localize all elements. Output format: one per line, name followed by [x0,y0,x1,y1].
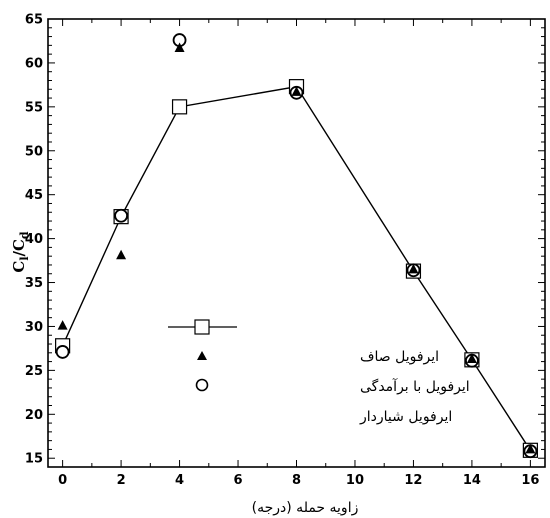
legend-circle-sample [195,378,209,392]
x-axis-title: زاویه حمله (درجه) [252,500,359,516]
y-axis-title: Cl/Cd [10,231,31,273]
x-tick-label: 2 [117,473,126,488]
y-tick-label: 30 [25,320,43,335]
y-tick-label: 65 [25,13,43,28]
legend-square-sample [194,319,210,335]
x-tick-label: 8 [292,473,301,488]
legend-label-3: ایرفویل شیاردار [359,409,452,425]
y-tick-label: 40 [25,232,43,247]
x-tick-label: 10 [346,473,364,488]
y-tick-label: 25 [25,364,43,379]
series-square-point [171,99,188,115]
y-tick-label: 55 [25,100,43,115]
series-triangle-point [174,42,185,52]
y-tick-label: 15 [25,452,43,467]
y-axis-title-slash: /C [10,239,28,256]
y-axis-title-d: d [18,231,31,239]
series-triangle-point [57,320,68,330]
x-tick-label: 0 [58,473,67,488]
series-triangle-point [408,263,419,274]
series-triangle-point [291,86,302,96]
plot-frame [47,18,546,468]
series-triangle-point [525,443,536,454]
x-tick-label: 6 [234,473,243,488]
series-triangle-point [116,249,127,260]
legend-triangle-sample [197,351,207,360]
y-tick-label: 35 [25,276,43,291]
series-circle-point [114,208,128,223]
series-triangle-point [466,353,477,363]
y-tick-label: 50 [25,144,43,159]
x-tick-label: 14 [463,473,481,488]
legend: ایرفویل صاف ایرفویل با برآمدگی ایرفویل ش… [168,319,470,425]
x-tick-label: 4 [175,473,184,488]
x-tick-label: 16 [521,473,539,488]
series-line-smooth [61,85,531,451]
y-axis-title-l: l [18,256,31,260]
x-tick-label: 12 [404,473,422,488]
series-layer [55,33,538,459]
y-axis-title-c: C [10,261,28,273]
y-tick-label: 60 [25,56,43,71]
tick-labels: 0 2 4 6 8 10 12 14 16 15 20 25 30 35 40 45 50 55 60 65 [25,13,540,489]
legend-label-2: ایرفویل با برآمدگی [360,378,470,395]
y-tick-label: 45 [25,188,43,203]
y-tick-label: 20 [25,408,43,423]
series-circle-point [55,345,70,359]
legend-label-1: ایرفویل صاف [360,349,439,365]
